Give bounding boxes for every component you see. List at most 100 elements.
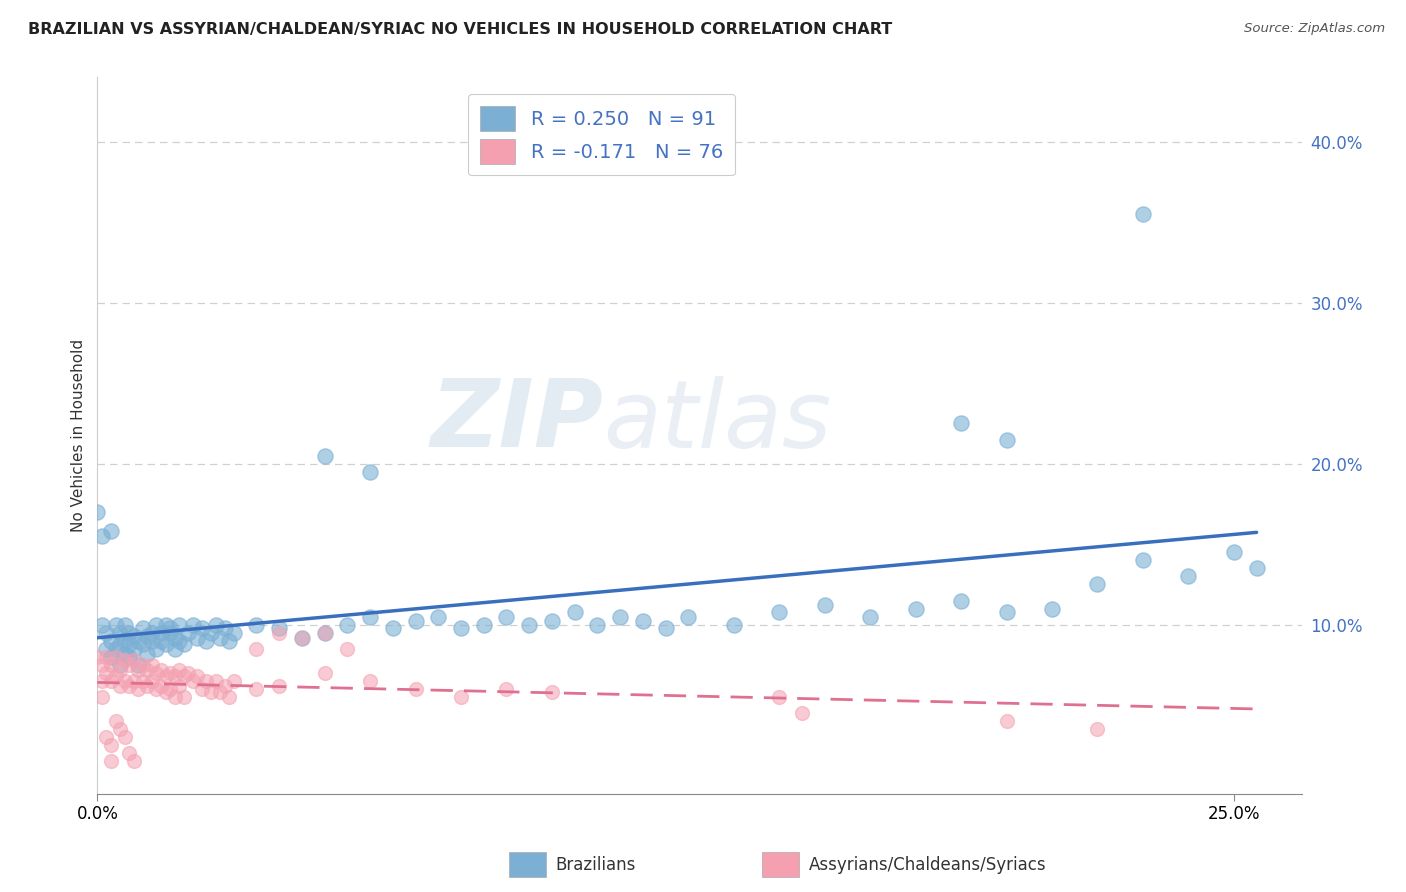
Point [104,669,127,683]
Point [108,723,131,737]
Point [104,617,127,632]
Point [173,690,195,705]
Point [495,681,517,696]
Point [122,629,145,643]
Point [517,617,540,632]
Point [654,621,676,635]
Point [950,417,973,431]
Point [336,617,359,632]
Point [136,663,159,677]
Point [86,505,108,519]
Point [1223,545,1246,559]
Point [195,633,218,648]
Point [177,625,200,640]
Point [100,524,122,539]
Point [150,679,173,693]
Point [1132,553,1154,567]
Point [790,706,813,721]
Point [118,637,141,651]
Point [122,755,145,769]
Point [155,669,177,683]
Point [122,641,145,656]
Point [167,663,190,677]
Point [86,649,108,664]
Point [200,685,222,699]
Point [155,637,177,651]
Point [136,629,159,643]
Point [132,637,155,651]
Point [159,621,181,635]
Point [155,617,177,632]
Point [163,641,186,656]
Point [995,714,1018,729]
Point [108,679,131,693]
Point [108,663,131,677]
Point [768,690,790,705]
Point [541,615,564,629]
Point [100,657,122,672]
Point [150,625,173,640]
Point [118,679,141,693]
Point [336,641,359,656]
Point [90,617,112,632]
Y-axis label: No Vehicles in Household: No Vehicles in Household [72,339,86,533]
Point [127,633,149,648]
Point [141,657,163,672]
Point [141,673,163,688]
Point [100,739,122,753]
Point [269,679,291,693]
Point [222,673,245,688]
Point [214,621,236,635]
Point [155,685,177,699]
Point [314,625,336,640]
Point [209,631,232,645]
Point [186,631,208,645]
Point [904,601,927,615]
Point [132,621,155,635]
Point [269,621,291,635]
Point [159,681,181,696]
Point [631,615,654,629]
Point [564,605,586,619]
Point [1087,723,1109,737]
Point [214,679,236,693]
Point [586,617,609,632]
Point [218,690,240,705]
Point [90,529,112,543]
Point [472,617,495,632]
Point [1132,207,1154,221]
Point [950,593,973,607]
Point [723,617,745,632]
Point [141,625,163,640]
Point [122,653,145,667]
Point [167,617,190,632]
Point [132,657,155,672]
Point [222,625,245,640]
Point [245,641,267,656]
Point [150,663,173,677]
Point [163,631,186,645]
Text: Assyrians/Chaldeans/Syriacs: Assyrians/Chaldeans/Syriacs [808,856,1046,874]
Point [245,617,267,632]
Point [450,690,472,705]
Point [114,647,136,661]
Point [136,679,159,693]
Point [90,673,112,688]
Legend: R = 0.250   N = 91, R = -0.171   N = 76: R = 0.250 N = 91, R = -0.171 N = 76 [468,95,734,176]
Point [96,649,118,664]
Point [145,641,167,656]
Point [1040,601,1063,615]
Point [127,681,149,696]
Point [173,637,195,651]
Point [96,665,118,680]
Point [177,665,200,680]
Point [118,625,141,640]
Point [163,690,186,705]
Point [245,681,267,696]
Point [141,633,163,648]
Point [173,669,195,683]
Point [136,647,159,661]
Point [859,609,882,624]
Point [100,633,122,648]
Point [204,617,226,632]
